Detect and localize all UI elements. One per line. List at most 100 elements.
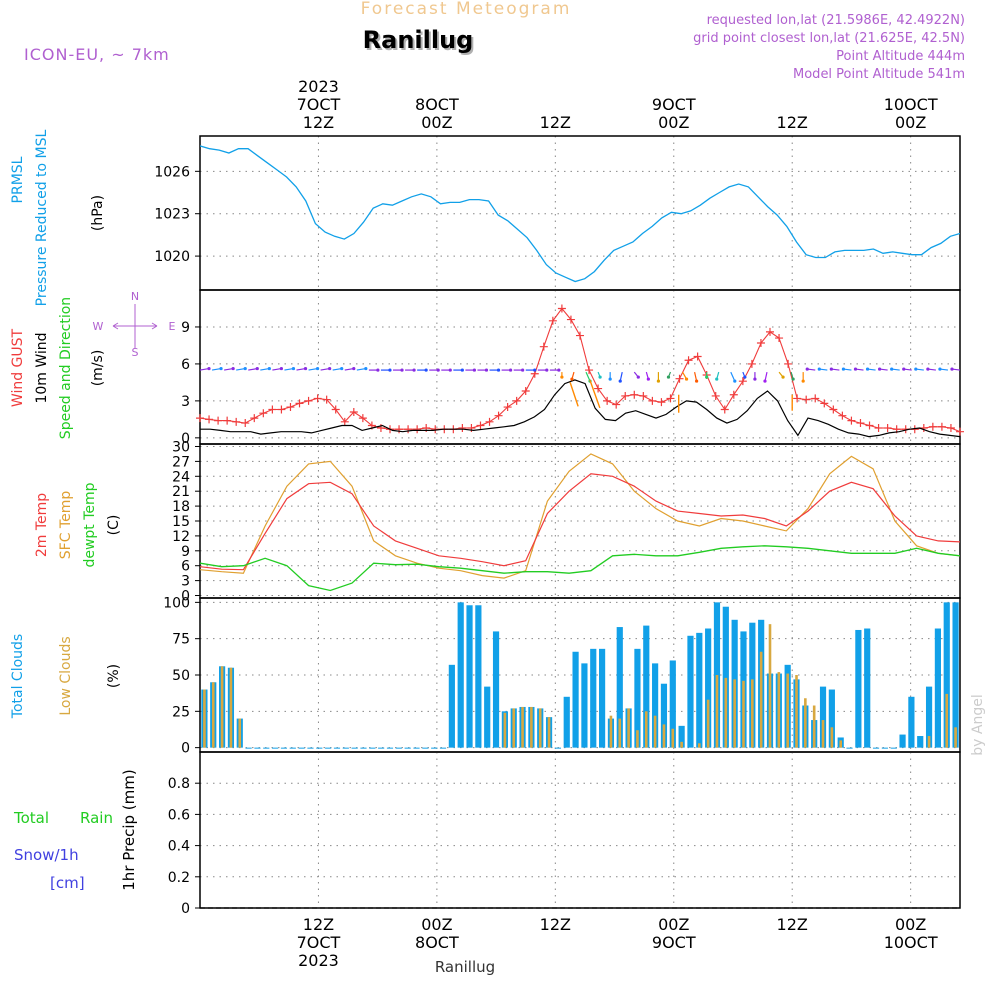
y-tick-label: 1026 [154, 164, 190, 180]
y-tick-label: 0 [181, 589, 190, 605]
total-cloud-bar [696, 632, 703, 748]
gust-marker [331, 405, 340, 414]
total-cloud-bar [563, 696, 570, 748]
low-cloud-bar [742, 680, 745, 748]
gust-marker [413, 425, 422, 434]
pressure-label-long: Pressure Reduced to MSL [34, 129, 50, 306]
gust-marker [811, 394, 820, 403]
wind-arrowhead [291, 366, 296, 371]
gust-marker [874, 423, 883, 432]
gust-marker [494, 411, 503, 420]
wind-arrowhead [255, 366, 259, 371]
time-label-top: 10OCT [884, 95, 938, 114]
time-label-bottom: 00Z [658, 915, 689, 934]
wind-arrowhead [598, 375, 602, 379]
y-tick-label: 15 [172, 514, 190, 530]
total-cloud-bar [678, 725, 685, 748]
gust-marker [358, 414, 367, 423]
low-cloud-bar [954, 727, 957, 748]
low-cloud-bar [804, 698, 807, 748]
wind-arrowhead [560, 375, 564, 379]
y-tick-label: 75 [172, 632, 190, 648]
wind-arrowhead [890, 367, 894, 371]
total-cloud-bar [581, 663, 588, 748]
dewpt-line [200, 545, 960, 592]
gust-marker [883, 423, 892, 432]
gust-marker [503, 403, 512, 412]
wind-arrow-large [569, 382, 579, 407]
wind-arrowhead [926, 367, 930, 371]
total-cloud-bar [934, 628, 941, 748]
total-cloud-bar [466, 605, 473, 748]
wind-arrowhead [508, 368, 513, 372]
time-label-bottom: 12Z [303, 915, 334, 934]
rain-legend-total: Total [13, 809, 49, 827]
gust-marker [603, 396, 612, 405]
y-tick-label: 18 [172, 499, 190, 515]
gust-marker [666, 394, 675, 403]
low-cloud-bar [618, 718, 622, 748]
gust-marker [784, 359, 793, 368]
wind-arrowhead [570, 377, 574, 381]
y-tick-label: 0.6 [168, 807, 190, 823]
total-cloud-bar [952, 602, 959, 748]
low-cloud-bar [229, 667, 233, 748]
pressure-line [200, 145, 960, 283]
wind-arrowhead [781, 375, 785, 379]
total-cloud-bar [484, 686, 491, 748]
wind-arrowhead [231, 366, 235, 371]
gust-marker [693, 352, 702, 361]
low-cloud-bar [627, 708, 630, 748]
total-cloud-bar [925, 686, 933, 748]
gust-marker [304, 396, 313, 405]
low-cloud-bar [733, 679, 736, 748]
wind-arrowhead [484, 368, 489, 372]
location-title: Ranillug [363, 26, 474, 54]
wind-arrowhead [460, 368, 464, 372]
gust-marker [376, 423, 385, 432]
snow-unit-legend: [cm] [50, 874, 85, 892]
low-cloud-bar [759, 651, 763, 748]
low-cloud-bar [547, 717, 551, 748]
low-cloud-bar [521, 706, 524, 748]
total-cloud-bar [457, 602, 464, 748]
total-cloud-bar [855, 629, 862, 748]
y-tick-label: 0 [181, 431, 190, 447]
wind-arrowhead [950, 367, 954, 371]
low-cloud-bar [927, 736, 931, 748]
supertitle: Forecast Meteogram [361, 0, 572, 19]
gust-marker [802, 395, 811, 404]
wind-unit: (m/s) [90, 350, 106, 387]
gust-marker [539, 342, 548, 351]
total-cloud-bar [908, 696, 915, 748]
gust-marker [250, 414, 259, 423]
gust-marker [286, 403, 295, 412]
wind-arrowhead [400, 368, 404, 372]
low-cloud-bar [724, 677, 728, 748]
gust-marker [322, 395, 331, 404]
time-label-bottom: 00Z [421, 915, 452, 934]
low-cloud-bar [203, 689, 206, 748]
y-tick-label: 3 [181, 574, 190, 590]
gust-line [200, 307, 960, 433]
compass-s: S [132, 346, 139, 359]
wind-arrowhead [636, 375, 640, 379]
wind-arrowhead [684, 377, 689, 381]
wind-arrowhead [303, 366, 308, 371]
gust-marker [639, 391, 648, 400]
footer-location: Ranillug [435, 958, 495, 976]
low-cloud-bar [512, 708, 516, 748]
time-label-top: 2023 [298, 77, 339, 96]
watermark: by Angel [970, 694, 986, 755]
compass-w: W [93, 320, 104, 333]
y-tick-label: 9 [181, 320, 190, 336]
wind-arrowhead [219, 366, 223, 371]
total-cloud-bar [687, 635, 694, 748]
panel-frame [199, 289, 961, 445]
gust-marker [621, 391, 630, 400]
total-cloud-bar [864, 628, 871, 748]
direction-label: Speed and Direction [58, 297, 74, 439]
temp-2m-label: 2m Temp [34, 493, 50, 557]
wind-arrowhead [315, 366, 320, 371]
